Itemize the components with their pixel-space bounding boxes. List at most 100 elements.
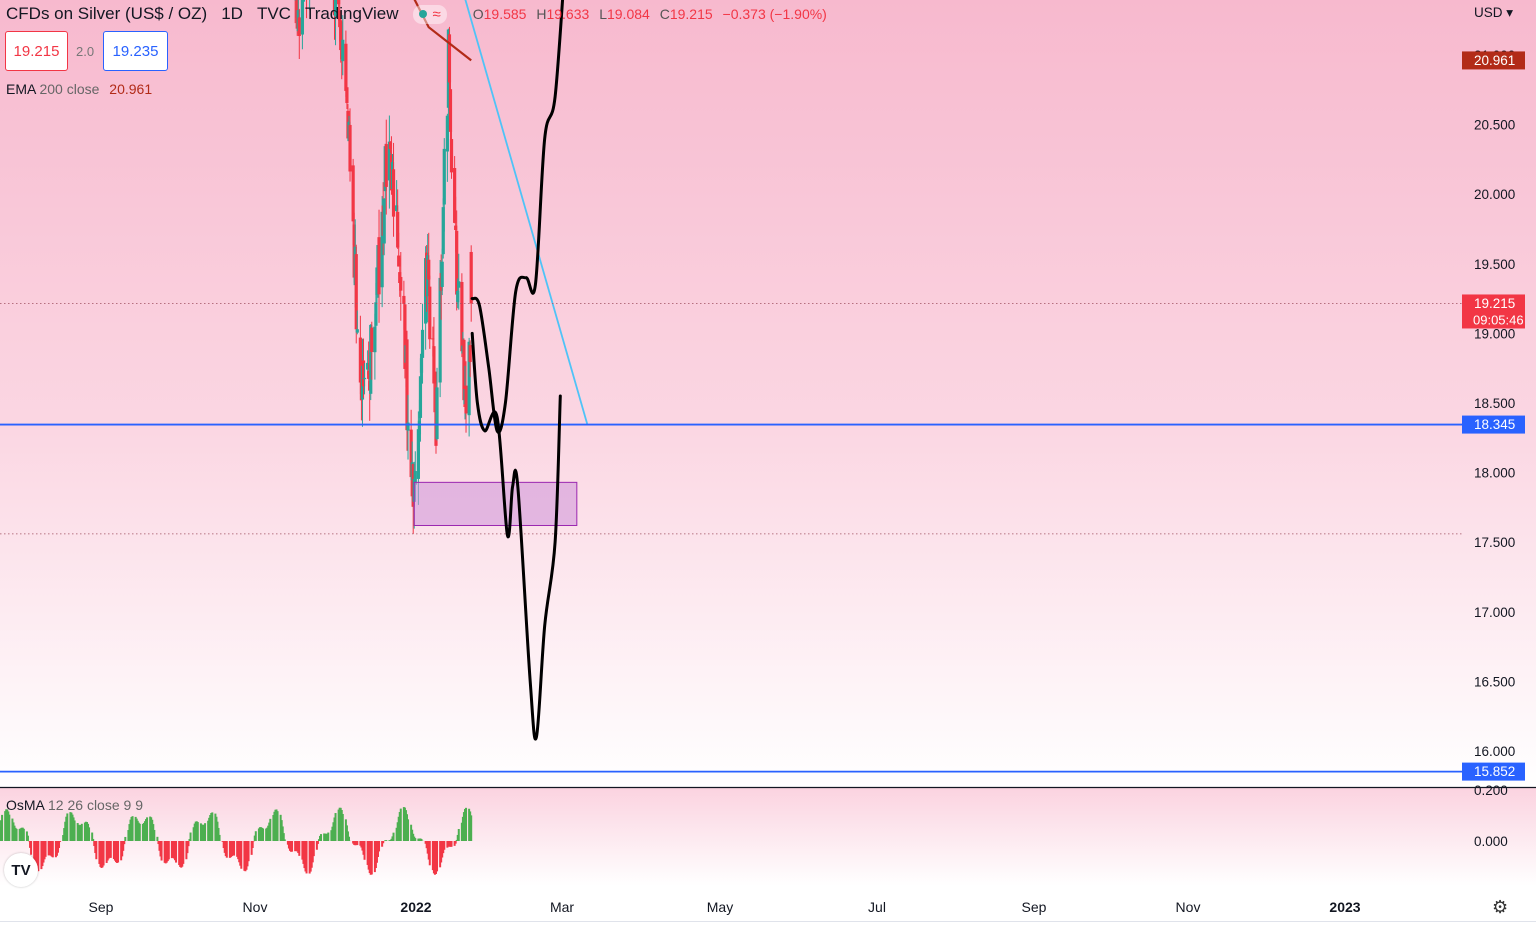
- candle-body: [373, 326, 377, 353]
- price-tick-label: 19.000: [1474, 326, 1515, 341]
- candle-body: [341, 39, 345, 62]
- candle-body: [440, 261, 444, 287]
- candle-body: [403, 304, 407, 369]
- candle-body: [399, 276, 403, 291]
- price-badge-value: 15.852: [1474, 764, 1515, 779]
- candle-body: [387, 141, 391, 181]
- platform-label: TradingView: [304, 4, 399, 23]
- candle-body: [413, 471, 417, 485]
- candle-body: [456, 290, 460, 303]
- osma-histogram: [0, 807, 473, 875]
- price-badge-value: 18.345: [1474, 417, 1515, 432]
- candle-body: [447, 34, 452, 83]
- gear-icon[interactable]: ⚙: [1492, 897, 1509, 917]
- candle-body: [432, 346, 436, 384]
- candle-body: [405, 339, 409, 431]
- candle-body: [416, 429, 420, 479]
- candle-body: [433, 377, 437, 381]
- candle-body: [435, 387, 439, 440]
- time-axis-label: Nov: [1176, 899, 1201, 915]
- candle-body: [460, 282, 464, 352]
- candle-body: [348, 124, 352, 172]
- candle-body: [418, 376, 423, 418]
- candle-body: [438, 277, 442, 383]
- osma-legend[interactable]: OsMA 12 26 close 9 9: [6, 797, 143, 813]
- price-badge: [1462, 762, 1525, 781]
- time-axis-label: Sep: [89, 899, 114, 915]
- price-badge: [1462, 415, 1525, 434]
- price-tick-label: 20.000: [1474, 187, 1515, 202]
- candle-body: [380, 211, 384, 288]
- price-tick-label: 17.500: [1474, 535, 1515, 550]
- sell-price-button[interactable]: 19.215: [5, 31, 68, 71]
- ohlc-change: −0.373 (−1.90%): [722, 6, 827, 22]
- candle-body: [391, 169, 396, 217]
- candle-body: [388, 141, 393, 150]
- candle-body: [297, 17, 301, 37]
- chart-header: CFDs on Silver (US$ / OZ) 1D TVC Trading…: [6, 4, 827, 24]
- exchange-label: TVC: [256, 4, 291, 23]
- buy-price-button[interactable]: 19.235: [103, 31, 168, 71]
- time-axis-background: [0, 886, 1536, 925]
- candle-body: [344, 43, 348, 91]
- candle-body: [395, 205, 399, 212]
- candle-body: [441, 207, 445, 255]
- osma-top-label: 0.200: [1474, 783, 1508, 798]
- price-tick-label: 18.500: [1474, 396, 1515, 411]
- market-open-dot-icon: [418, 10, 427, 18]
- candle-body: [454, 225, 458, 230]
- time-axis-label: May: [707, 899, 733, 915]
- price-axis: 16.000 16.500 17.000 17.500 18.000 18.500 19.0…: [1474, 48, 1515, 759]
- candle-body: [462, 339, 466, 401]
- market-status[interactable]: ≈: [412, 4, 447, 24]
- countdown-timer: 09:05:46: [1473, 312, 1524, 327]
- ema-value: 20.961: [109, 81, 153, 97]
- price-tick-label: 18.000: [1474, 466, 1515, 481]
- osma-params: 12 26 close 9 9: [48, 797, 143, 813]
- candle-body: [301, 0, 306, 2]
- candle-body: [455, 230, 459, 295]
- candle-body: [355, 329, 359, 333]
- time-axis-label: Nov: [243, 899, 268, 915]
- ohlc-readout: O19.585 H19.633 L19.084 C19.215 −0.373 (…: [472, 6, 827, 22]
- candle-body: [358, 337, 362, 383]
- candle-body: [300, 0, 304, 35]
- price-tick-label: 19.500: [1474, 257, 1515, 272]
- candle-body: [406, 422, 410, 431]
- candle-body: [402, 295, 406, 304]
- candle-body: [468, 345, 472, 362]
- candle-body: [445, 115, 449, 152]
- trendline: [464, 0, 589, 425]
- ema-label: EMA: [6, 81, 36, 97]
- candle-body: [361, 360, 366, 387]
- price-badge: [1462, 51, 1525, 70]
- candle-body: [409, 429, 413, 478]
- ohlc-open: 19.585: [483, 6, 527, 22]
- price-badge-value: 20.961: [1474, 53, 1515, 68]
- ohlc-close: 19.215: [669, 6, 713, 22]
- candle-body: [467, 341, 471, 416]
- price-badge: [1462, 294, 1525, 329]
- main-pane-background: [0, 0, 1536, 787]
- candle-body: [382, 198, 386, 244]
- osma-label: OsMA: [6, 797, 45, 813]
- interval-label[interactable]: 1D: [221, 4, 243, 23]
- candle-body: [362, 377, 367, 380]
- projection-path-a: [470, 0, 565, 434]
- candle-body: [427, 259, 431, 280]
- price-badge-value: 19.215: [1474, 296, 1515, 311]
- ohlc-low: 19.084: [606, 6, 650, 22]
- tradingview-logo-icon[interactable]: TV: [4, 853, 38, 887]
- candle-body: [374, 302, 378, 326]
- osma-pane-background: [0, 788, 1536, 886]
- candle-body: [338, 10, 342, 21]
- candle-body: [367, 370, 371, 379]
- candle-body: [369, 324, 373, 394]
- ema-legend[interactable]: EMA 200 close 20.961: [6, 81, 152, 97]
- osma-zero-label: 0.000: [1474, 834, 1508, 849]
- candle-body: [396, 211, 400, 248]
- candle-body: [377, 237, 381, 295]
- symbol-name[interactable]: CFDs on Silver (US$ / OZ): [6, 4, 208, 23]
